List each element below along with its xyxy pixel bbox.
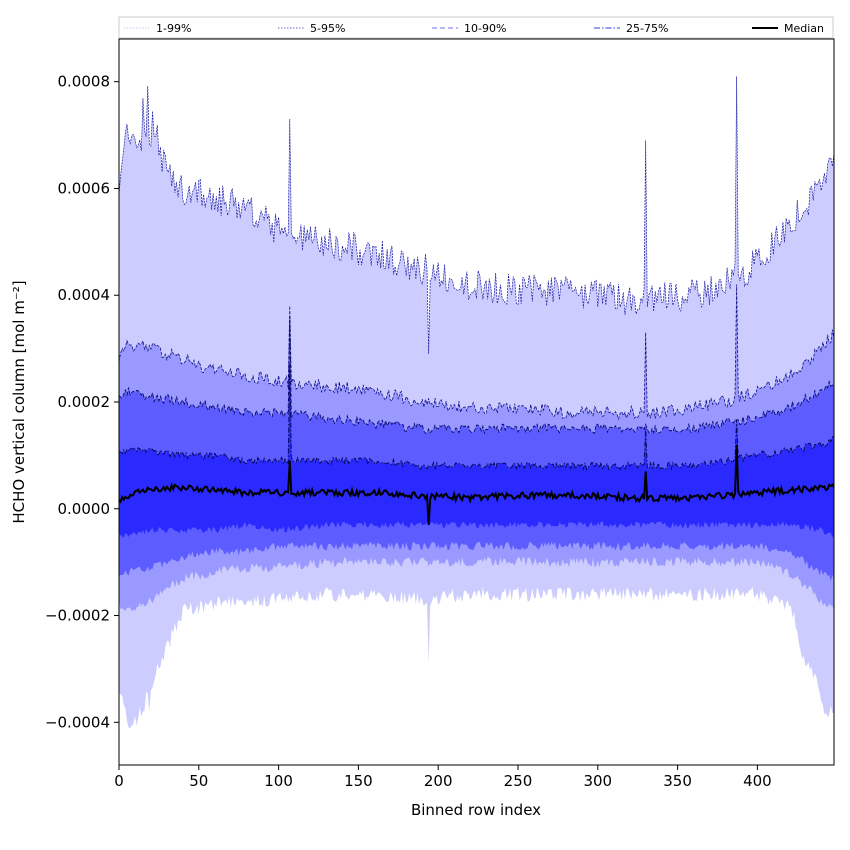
x-tick-label: 150 bbox=[344, 772, 373, 790]
legend-label: Median bbox=[784, 22, 824, 35]
x-tick-label: 350 bbox=[663, 772, 692, 790]
x-tick-label: 300 bbox=[583, 772, 612, 790]
y-tick-label: 0.0008 bbox=[58, 73, 111, 91]
y-tick-label: −0.0002 bbox=[45, 607, 110, 625]
line-p99 bbox=[119, 76, 834, 354]
line-median bbox=[119, 444, 834, 525]
x-axis-label: Binned row index bbox=[411, 801, 541, 819]
y-tick-label: 0.0004 bbox=[58, 286, 111, 304]
x-tick-label: 400 bbox=[743, 772, 772, 790]
legend-box bbox=[118, 16, 834, 39]
x-tick-label: 0 bbox=[114, 772, 124, 790]
x-tick-label: 100 bbox=[264, 772, 293, 790]
percentile-bands bbox=[119, 76, 834, 729]
legend: 1-99% 5-95% 10-90% 25-75% Median bbox=[118, 16, 834, 39]
x-tick-label: 250 bbox=[504, 772, 533, 790]
percentile-lines bbox=[119, 76, 834, 525]
line-p95 bbox=[119, 284, 834, 421]
y-tick-label: 0.0006 bbox=[58, 179, 111, 197]
axes: 0 50 100 150 200 250 300 350 400 −0.0004 −0.0002 0.… bbox=[45, 38, 835, 790]
line-p75 bbox=[119, 364, 834, 472]
y-axis-label: HCHO vertical column [mol m⁻²] bbox=[10, 280, 28, 523]
line-p90 bbox=[119, 316, 834, 435]
legend-label: 10-90% bbox=[464, 22, 506, 35]
x-tick-label: 200 bbox=[424, 772, 453, 790]
legend-label: 5-95% bbox=[310, 22, 345, 35]
y-tick-label: 0.0002 bbox=[58, 393, 111, 411]
y-tick-label: 0.0000 bbox=[58, 500, 111, 518]
legend-label: 25-75% bbox=[626, 22, 668, 35]
y-tick-label: −0.0004 bbox=[45, 713, 110, 731]
legend-label: 1-99% bbox=[156, 22, 191, 35]
x-tick-label: 50 bbox=[189, 772, 208, 790]
